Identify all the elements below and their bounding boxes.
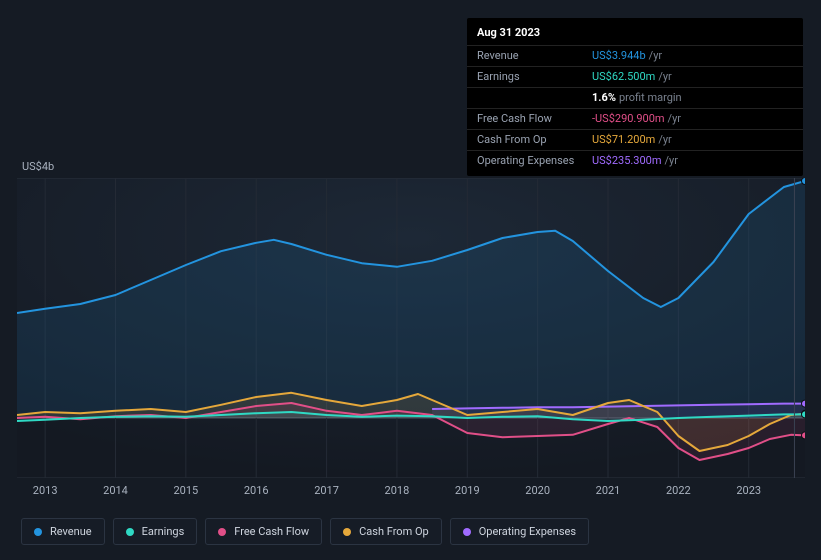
legend-item-operating-expenses[interactable]: Operating Expenses (450, 518, 589, 545)
tooltip-date: Aug 31 2023 (467, 18, 803, 45)
legend-dot-icon (463, 528, 471, 536)
financials-line-chart[interactable] (17, 178, 805, 478)
legend-label: Operating Expenses (479, 525, 576, 538)
chart-container: US$4b US$0 -US$1b 2013201420152016201720… (0, 0, 821, 560)
x-tick-2014: 2014 (103, 484, 128, 497)
y-tick-4b: US$4b (22, 160, 54, 173)
x-tick-2022: 2022 (666, 484, 691, 497)
x-tick-2015: 2015 (173, 484, 198, 497)
legend-label: Free Cash Flow (234, 525, 309, 538)
legend-label: Earnings (142, 525, 185, 538)
x-axis: 2013 2014 2015 2016 2017 2018 2019 2020 2021 2022… (0, 484, 821, 500)
x-tick-2021: 2021 (596, 484, 621, 497)
legend-dot-icon (218, 528, 226, 536)
legend-item-revenue[interactable]: Revenue (21, 518, 105, 545)
tooltip-row-cash-from-op: Cash From OpUS$71.200m/yr (467, 129, 803, 150)
legend-label: Cash From Op (359, 525, 429, 538)
tooltip-row-operating-expenses: Operating ExpensesUS$235.300m/yr (467, 150, 803, 176)
tooltip-row-earnings: EarningsUS$62.500m/yr (467, 66, 803, 87)
x-tick-2017: 2017 (314, 484, 339, 497)
legend-dot-icon (126, 528, 134, 536)
tooltip-row-free-cash-flow: Free Cash Flow-US$290.900m/yr (467, 108, 803, 129)
legend-dot-icon (34, 528, 42, 536)
x-tick-2019: 2019 (455, 484, 480, 497)
legend-item-cash-from-op[interactable]: Cash From Op (330, 518, 442, 545)
tooltip-extra-earnings: 1.6%profit margin (467, 87, 803, 108)
x-tick-2018: 2018 (385, 484, 410, 497)
legend: Revenue Earnings Free Cash Flow Cash From O… (21, 518, 589, 545)
legend-dot-icon (343, 528, 351, 536)
datapoint-tooltip: Aug 31 2023 RevenueUS$3.944b/yrEarningsU… (467, 18, 803, 176)
legend-item-free-cash-flow[interactable]: Free Cash Flow (205, 518, 322, 545)
tooltip-row-revenue: RevenueUS$3.944b/yr (467, 45, 803, 66)
x-tick-2023: 2023 (736, 484, 761, 497)
legend-label: Revenue (50, 525, 92, 538)
legend-item-earnings[interactable]: Earnings (113, 518, 198, 545)
x-tick-2020: 2020 (525, 484, 550, 497)
x-tick-2013: 2013 (33, 484, 58, 497)
x-tick-2016: 2016 (244, 484, 269, 497)
